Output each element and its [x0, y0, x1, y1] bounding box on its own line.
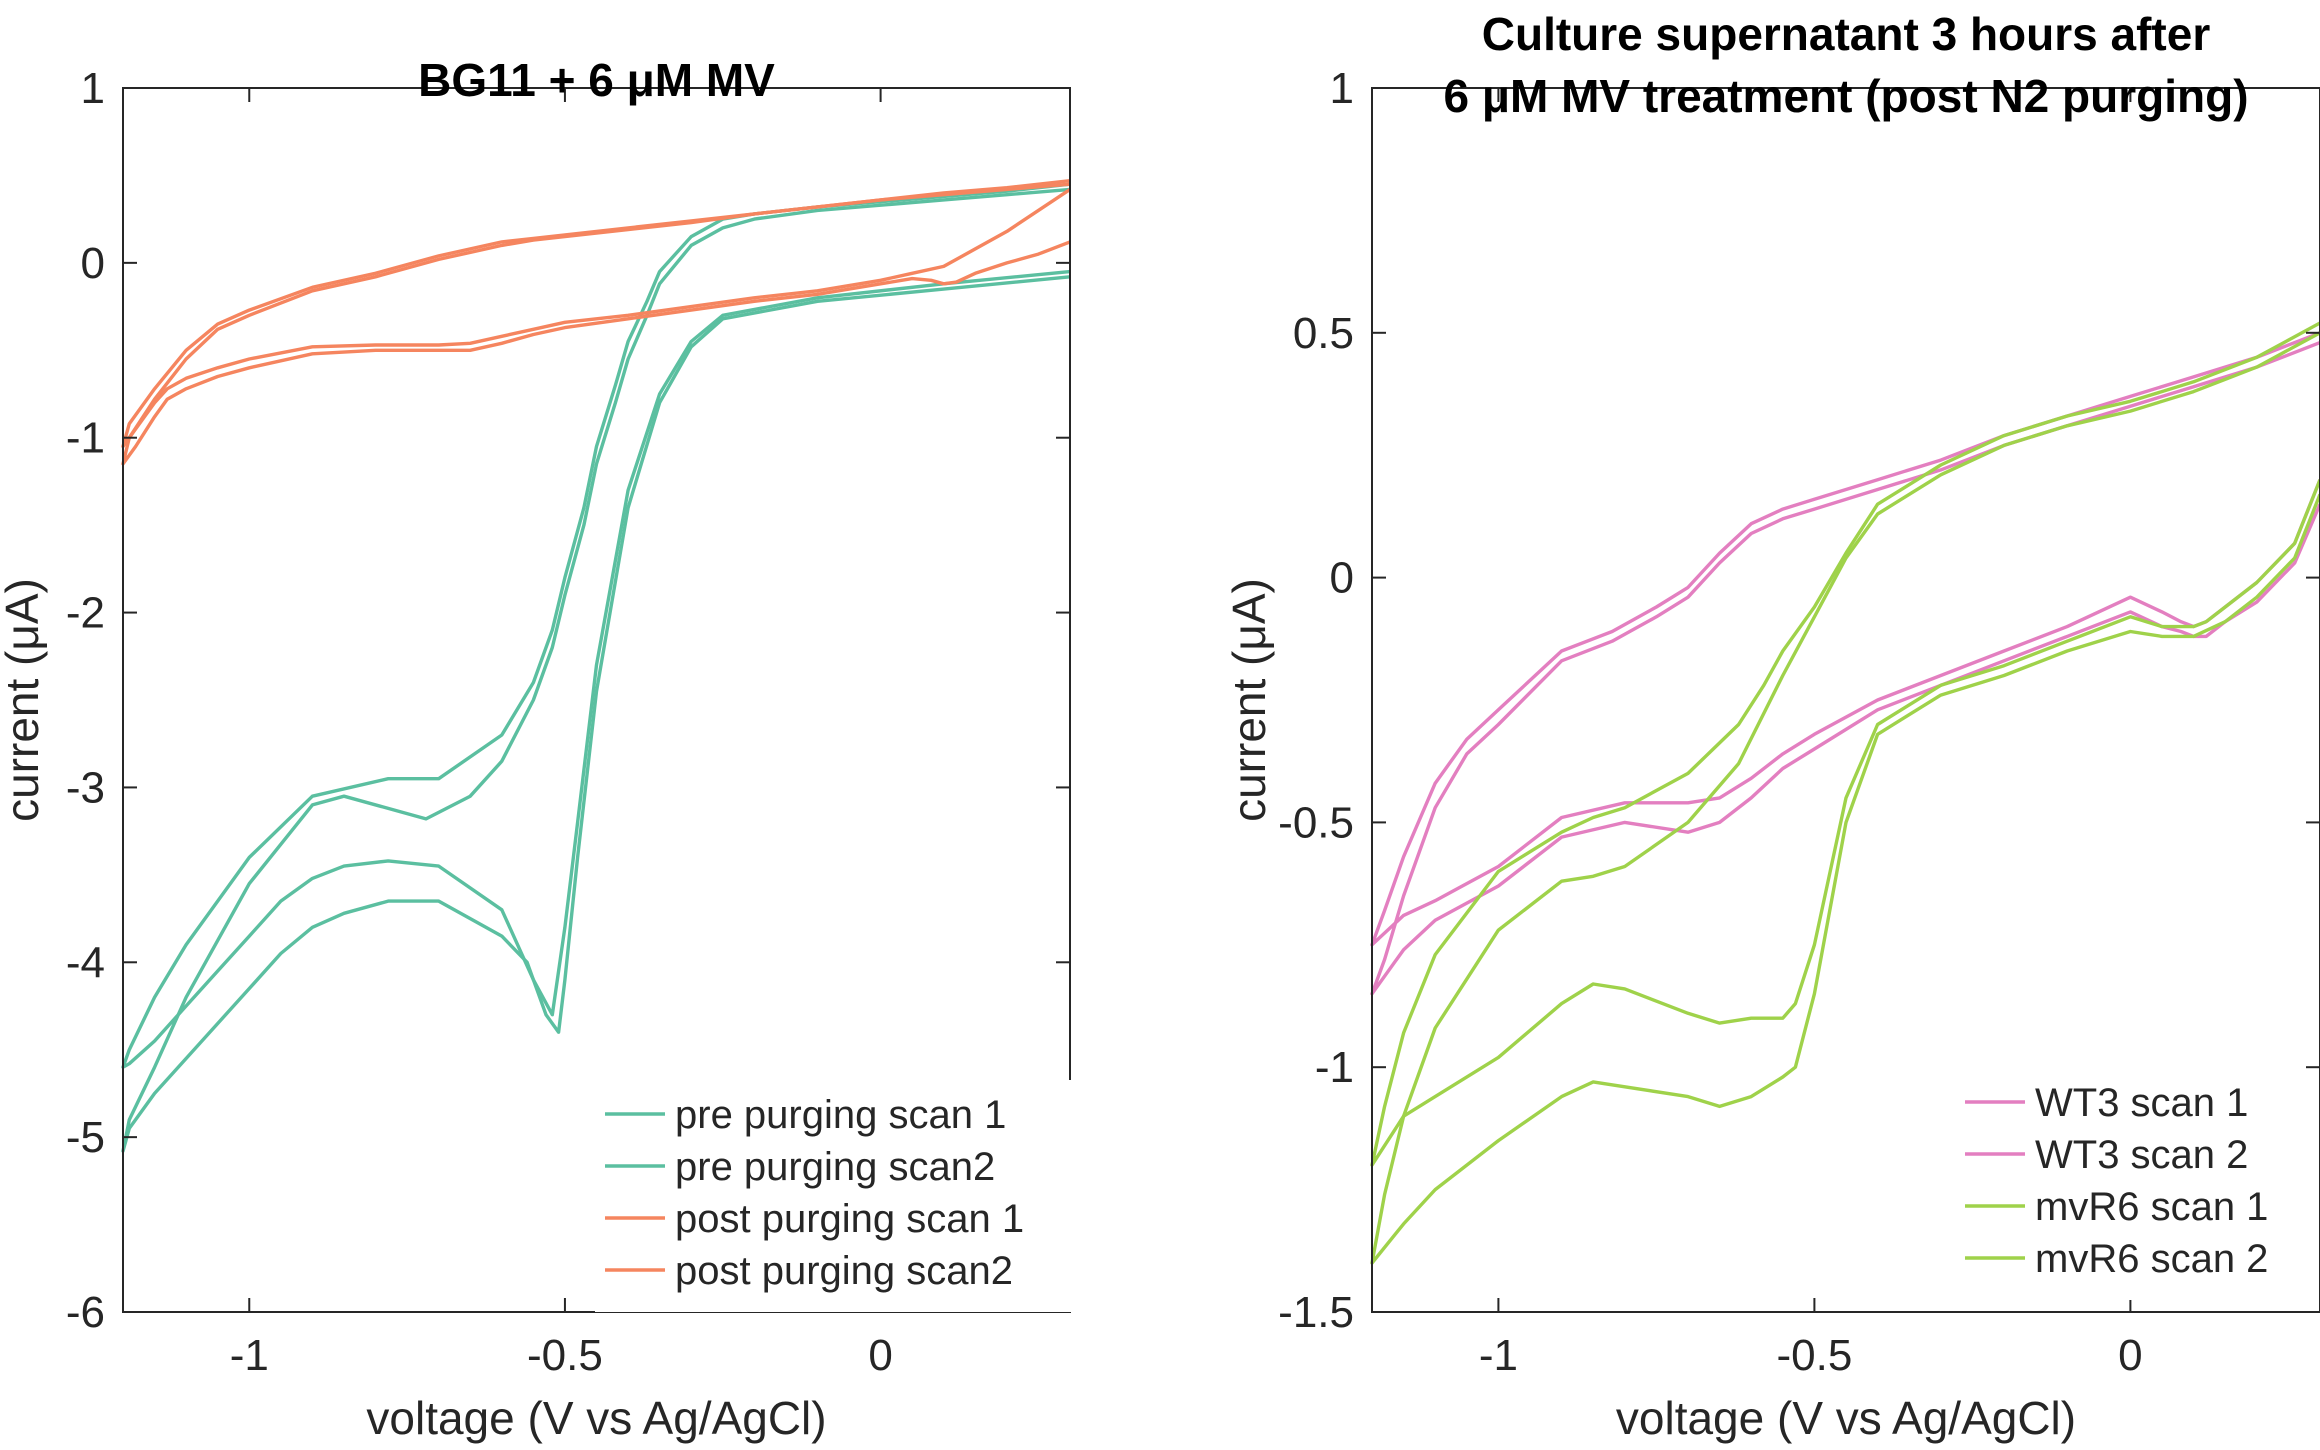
- legend-box: [1955, 1068, 2295, 1300]
- y-axis-label: current (μA): [0, 578, 48, 822]
- x-tick-label: -1: [1479, 1331, 1518, 1380]
- series-line-1: [121, 182, 1071, 1069]
- legend: WT3 scan 1 WT3 scan 2 mvR6 scan 1 mvR6 scan…: [1955, 1068, 2295, 1300]
- y-tick-label: 0: [1330, 554, 1354, 603]
- y-tick-label: -3: [66, 763, 105, 812]
- axes-box: [1371, 87, 2320, 1313]
- y-tick-label: 1: [81, 64, 105, 113]
- y-tick-label: 0.5: [1293, 309, 1354, 358]
- x-axis-label: voltage (V vs Ag/AgCl): [366, 1392, 826, 1444]
- y-tick-label: -0.5: [1278, 798, 1354, 847]
- chart-title: BG11 + 6 μM MV: [418, 54, 775, 106]
- y-tick-label: 0: [81, 239, 105, 288]
- x-tick-label: 0: [2118, 1331, 2142, 1380]
- series-line-2: [1370, 341, 2320, 996]
- y-tick-label: -6: [66, 1288, 105, 1337]
- x-tick-label: 0: [868, 1331, 892, 1380]
- series-line-1: [1370, 331, 2320, 947]
- legend-box: [595, 1080, 1073, 1312]
- series-line-4: [1370, 331, 2320, 1265]
- chart-title: 6 μM MV treatment (post N2 purging): [1443, 70, 2248, 122]
- x-tick-label: -0.5: [527, 1331, 603, 1380]
- y-tick-label: -1.5: [1278, 1288, 1354, 1337]
- series-group: [1370, 321, 2320, 1265]
- x-axis-label: voltage (V vs Ag/AgCl): [1616, 1392, 2076, 1444]
- series-line-3: [121, 182, 1071, 449]
- y-tick-label: -1: [66, 414, 105, 463]
- legend-entry: pre purging scan 1: [675, 1093, 1006, 1137]
- y-tick-label: -4: [66, 938, 105, 987]
- y-axis-label: current (μA): [1223, 578, 1275, 822]
- x-tick-label: -1: [230, 1331, 269, 1380]
- y-tick-label: -5: [66, 1113, 105, 1162]
- legend-entry: post purging scan2: [675, 1249, 1013, 1293]
- legend-entry: pre purging scan2: [675, 1145, 995, 1189]
- series-line-4: [121, 179, 1071, 466]
- chart-panel-1: -1 -0.5 0 -6 -5 -4 -3 -2 -1 0 1 voltage (V vs Ag/Ag…: [0, 54, 1073, 1444]
- x-tick-label: -0.5: [1776, 1331, 1852, 1380]
- series-group: [121, 179, 1071, 1153]
- series-line-3: [1370, 321, 2320, 1167]
- y-tick-label: 1: [1330, 64, 1354, 113]
- legend: pre purging scan 1 pre purging scan2 post …: [595, 1080, 1073, 1312]
- legend-entry: mvR6 scan 1: [2035, 1185, 2268, 1229]
- legend-entry: post purging scan 1: [675, 1197, 1024, 1241]
- chart-panel-2: -1 -0.5 0 -1.5 -1 -0.5 0 0.5 1 voltage (V vs Ag/A…: [1223, 8, 2320, 1444]
- series-line-2: [121, 187, 1071, 1153]
- chart-title: Culture supernatant 3 hours after: [1482, 8, 2211, 60]
- legend-entry: mvR6 scan 2: [2035, 1237, 2268, 1281]
- legend-entry: WT3 scan 2: [2035, 1133, 2248, 1177]
- y-tick-label: -2: [66, 589, 105, 638]
- legend-entry: WT3 scan 1: [2035, 1081, 2248, 1125]
- y-tick-label: -1: [1315, 1043, 1354, 1092]
